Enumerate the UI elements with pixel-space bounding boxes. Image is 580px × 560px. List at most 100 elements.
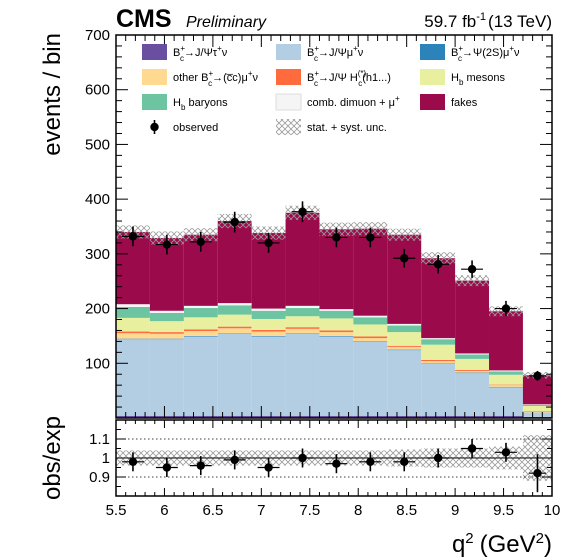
bar-other-8 (387, 346, 422, 350)
bar-hc-9 (421, 360, 456, 362)
bar-tau-11 (489, 415, 523, 418)
ratio-point-5 (291, 448, 314, 468)
luminosity-exponent: -1 (476, 11, 486, 23)
legend-label: stat. + syst. unc. (307, 122, 387, 134)
x-tick-label: 6 (160, 502, 168, 519)
observed-point-7 (359, 227, 382, 248)
bar-psi2s-7 (353, 341, 388, 342)
bar-mu-1 (149, 339, 184, 416)
bar-mu-3 (217, 333, 252, 416)
bar-fakes-8 (387, 234, 422, 324)
bar-mu-7 (353, 341, 388, 416)
bar-mu-9 (421, 363, 456, 416)
bar-comb-5 (285, 305, 320, 309)
luminosity-label: 59.7 fb-1 (13 TeV) (424, 11, 552, 31)
x-axis-title-unit: (GeV (480, 531, 536, 558)
observed-point-9 (427, 254, 450, 274)
bar-psi2s-4 (251, 335, 286, 337)
bar-mu-10 (455, 373, 490, 416)
energy-label: (13 TeV) (488, 12, 552, 31)
observed-point-1 (155, 234, 178, 255)
legend-swatch (276, 44, 301, 60)
bar-tau-2 (183, 415, 218, 418)
legend-label: fakes (451, 97, 478, 109)
y-tick-label: 700 (85, 27, 110, 44)
legend-label: Hb baryons (173, 97, 228, 112)
bar-comb-9 (421, 338, 456, 340)
x-tick-label: 6.5 (202, 502, 223, 519)
bar-hc-10 (455, 369, 490, 371)
bar-comb-8 (387, 323, 422, 326)
x-tick-label: 9.5 (493, 502, 514, 519)
bar-hbmesons-11 (489, 374, 523, 385)
observed-point-6 (325, 227, 348, 248)
ratio-y-tick-label: 0.9 (89, 469, 110, 486)
x-axis-title: q2 (GeV2) (452, 530, 552, 558)
ratio-point-6 (325, 454, 348, 474)
bar-hbmesons-12 (522, 405, 552, 412)
bar-hbmesons-0 (116, 317, 150, 332)
bar-mu-12 (522, 412, 552, 417)
bar-fakes-3 (217, 221, 252, 304)
bar-hbmesons-7 (353, 324, 388, 337)
main-plot: 100 200 300 400 500 600 700 B+ c→J/Ψτ+ν B+ c→J/Ψμ… (85, 27, 553, 419)
bar-psi2s-6 (319, 335, 354, 337)
x-tick-label: 7 (257, 502, 265, 519)
bar-hbmesons-4 (251, 318, 286, 330)
y-tick-label: 400 (85, 191, 110, 208)
bar-tau-8 (387, 415, 422, 418)
y-tick-label: 600 (85, 82, 110, 99)
status-label: Preliminary (186, 14, 267, 31)
bar-other-7 (353, 338, 388, 342)
ratio-y-axis-title: obs/exp (39, 416, 66, 500)
bar-mu-0 (116, 339, 150, 416)
bar-other-4 (251, 331, 286, 336)
luminosity-value: 59.7 fb (424, 12, 476, 31)
bar-hc-11 (489, 384, 523, 386)
legend-label: B+ c→Ψ(2S)μ+ν (451, 44, 520, 63)
legend-swatch (276, 69, 301, 85)
bar-psi2s-0 (116, 338, 150, 340)
bar-fakes-5 (285, 212, 320, 306)
bar-fakes-11 (489, 311, 523, 371)
legend-swatch (420, 69, 445, 85)
bar-other-9 (421, 361, 456, 364)
x-tick-label: 7.5 (299, 502, 320, 519)
bar-mu-11 (489, 387, 523, 416)
bar-hbbaryons-2 (183, 308, 218, 318)
y-tick-label: 300 (85, 246, 110, 263)
bar-comb-1 (149, 310, 184, 313)
bar-hc-1 (149, 332, 184, 334)
y-axis-title: events / bin (39, 33, 66, 156)
bar-psi2s-10 (455, 372, 490, 374)
ratio-point-11 (495, 442, 517, 462)
legend-swatch (142, 94, 167, 110)
bar-tau-6 (319, 415, 354, 418)
bar-hbmesons-10 (455, 358, 490, 370)
observed-point-3 (223, 211, 246, 233)
observed-point-11 (495, 300, 517, 317)
bar-tau-0 (116, 415, 150, 418)
main-x-ticks (115, 35, 553, 418)
unc-band-4 (251, 226, 286, 240)
bar-comb-6 (319, 309, 354, 311)
x-tick-label: 9 (451, 502, 459, 519)
bar-hbbaryons-4 (251, 310, 286, 319)
bar-hbbaryons-7 (353, 317, 388, 325)
legend-entry-hc: B+ c→J/Ψ H(*) c(h1...) (276, 69, 391, 88)
ratio-points (122, 439, 546, 493)
legend-entry-fakes: fakes (420, 94, 478, 110)
legend-label: other B+ c→(c̅c)μ+ν (173, 69, 258, 88)
bar-hc-0 (116, 331, 150, 334)
ratio-plot: 0.9 1 1.1 5.5 6 6.5 7 7.5 8 8.5 9 9.5 10 (89, 419, 560, 519)
observed-point-10 (461, 260, 484, 278)
x-axis-title-base: q (452, 531, 465, 558)
bar-hbbaryons-9 (421, 339, 456, 345)
bar-hc-3 (217, 326, 252, 329)
bar-mu-2 (183, 336, 218, 416)
legend-entry-hbbaryons: Hb baryons (142, 94, 228, 112)
x-tick-label: 8 (354, 502, 362, 519)
experiment-label: CMS (116, 5, 172, 33)
bar-psi2s-11 (489, 386, 523, 388)
